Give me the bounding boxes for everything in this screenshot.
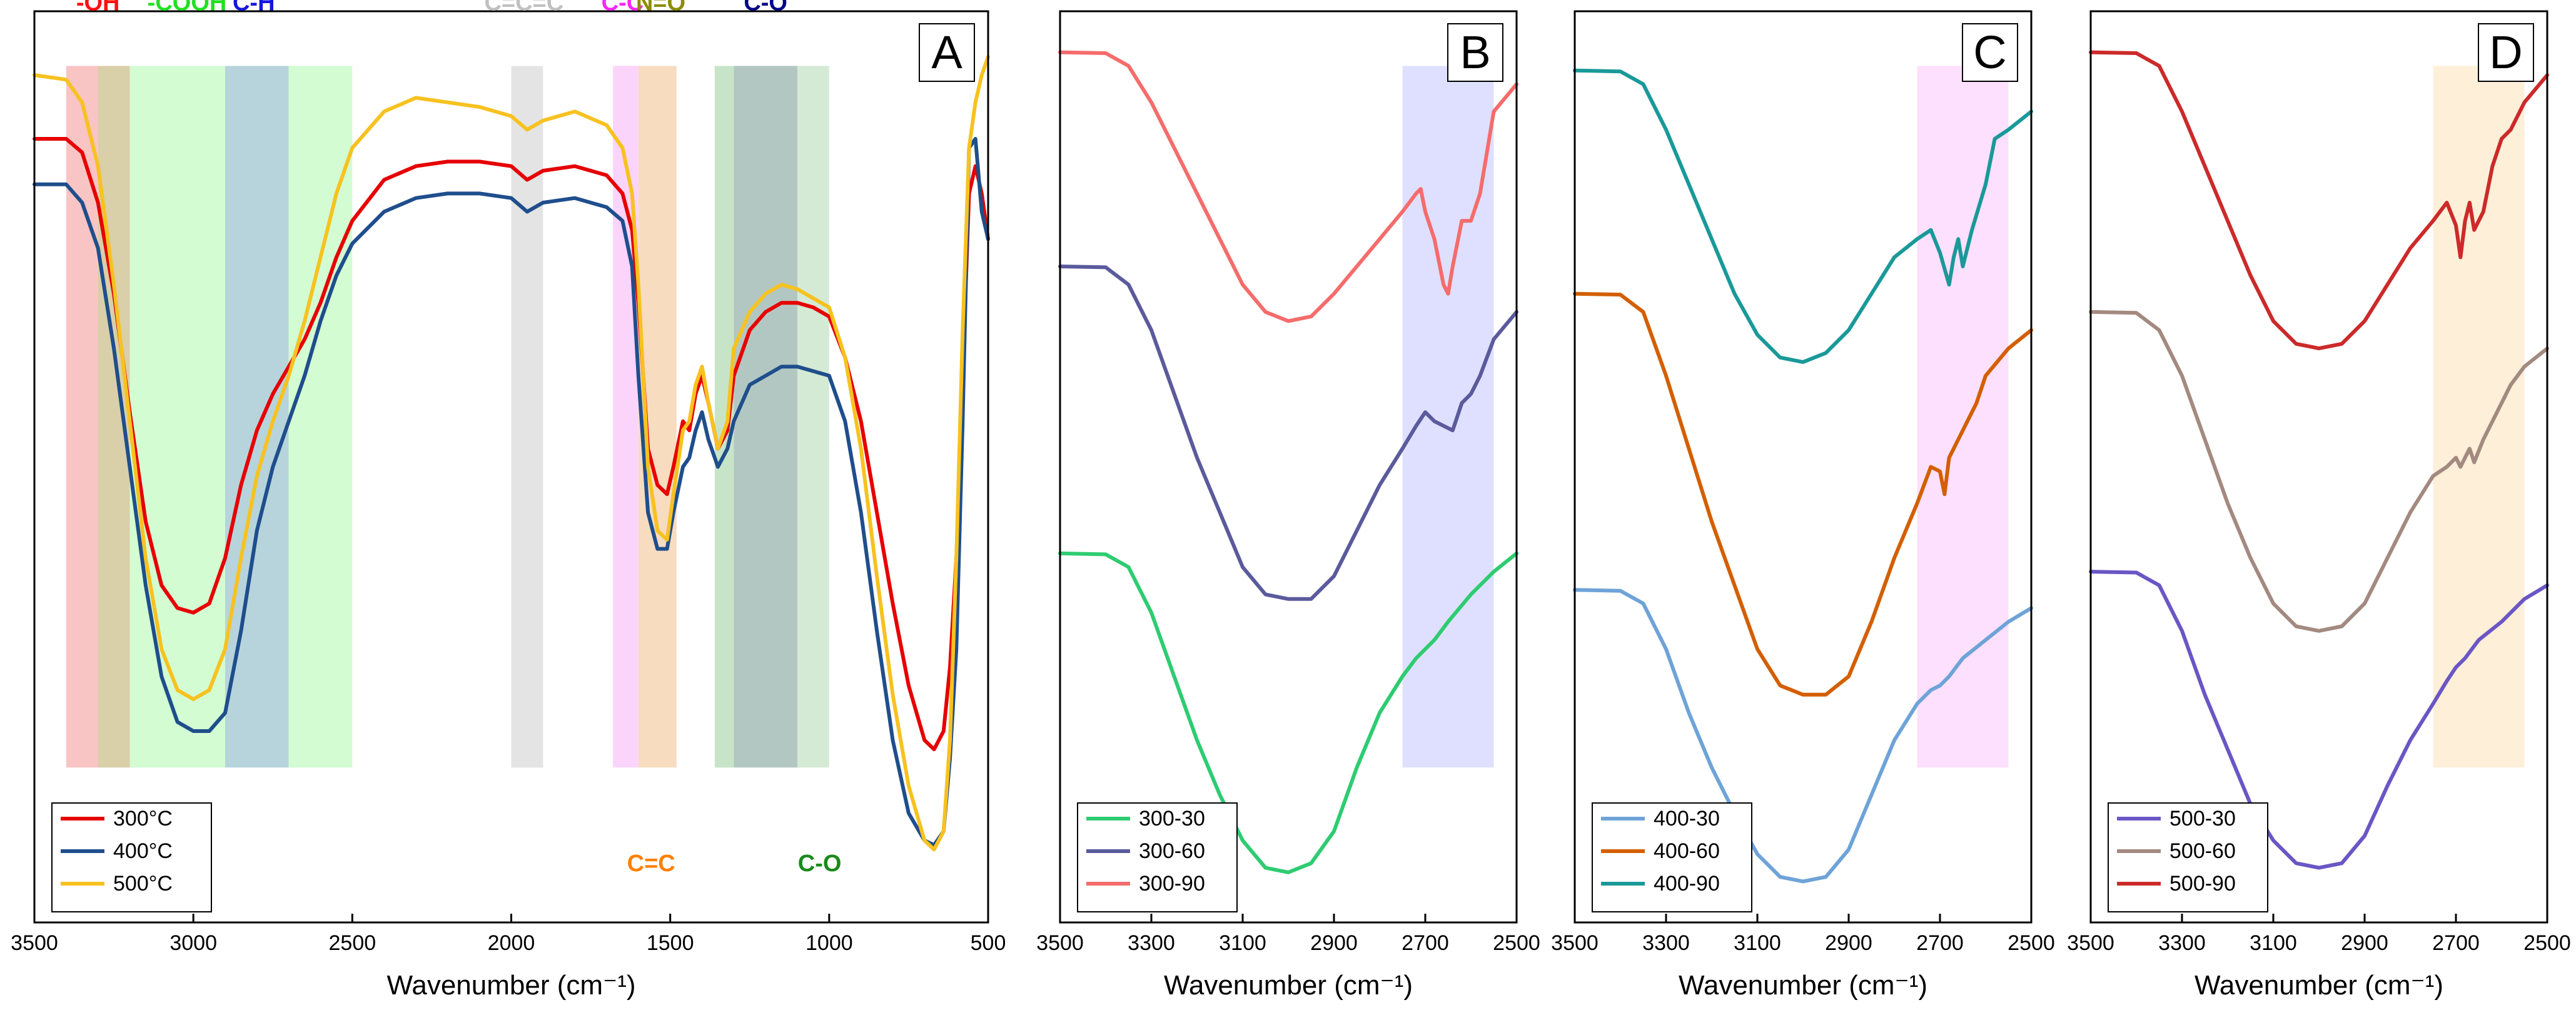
highlight-band <box>734 66 797 768</box>
highlight-band <box>98 66 130 768</box>
panel-label: A <box>931 26 962 78</box>
group-label: C=C <box>627 851 675 877</box>
plot-frame <box>1059 10 1518 924</box>
group-label: C-H <box>233 0 275 16</box>
legend-entry: 400-90 <box>1654 872 1720 896</box>
x-tick-label: 2900 <box>1825 931 1872 955</box>
series-line-400-90 <box>1573 68 2033 364</box>
panel-a: 3500 3000 2500 2000 1500 1000 500 Wavenumber (c… <box>11 0 1006 1001</box>
x-tick-label: 2500 <box>2008 931 2055 955</box>
legend-entry: 400°C <box>113 839 173 863</box>
legend-entry: 500-90 <box>2169 872 2236 896</box>
series-line-500°C <box>33 54 990 852</box>
x-tick-label: 1500 <box>647 931 694 955</box>
legend-box <box>51 802 212 912</box>
x-tick-label: 3500 <box>1036 931 1084 955</box>
series-line-400-60 <box>1573 291 2033 697</box>
x-tick-label: 3100 <box>1219 931 1266 955</box>
highlight-band <box>511 66 543 768</box>
series-line-500-90 <box>2089 50 2549 351</box>
x-axis-label: Wavenumber (cm⁻¹) <box>1679 970 1927 1001</box>
highlight-band <box>714 66 734 768</box>
highlight-band <box>129 66 225 768</box>
x-tick-label: 3100 <box>1734 931 1781 955</box>
panel-label-box <box>2478 23 2534 82</box>
x-tick-label: 3000 <box>169 931 217 955</box>
legend-entry: 300-90 <box>1139 872 1205 896</box>
series-line-300-30 <box>1058 551 1518 874</box>
highlight-band <box>797 66 829 768</box>
x-tick-label: 2900 <box>1310 931 1358 955</box>
group-label: C=C=C <box>484 0 563 16</box>
legend-box <box>1077 802 1238 912</box>
panel-label-box <box>1962 23 2018 82</box>
legend-entry: 300°C <box>113 807 173 831</box>
x-tick-label: 3300 <box>2158 931 2206 955</box>
legend-entry: 500-60 <box>2169 839 2236 863</box>
x-tick-label: 500 <box>971 931 1006 955</box>
group-label: -COOH <box>148 0 227 16</box>
x-tick-label: 3500 <box>11 931 58 955</box>
x-tick-label: 3500 <box>1551 931 1599 955</box>
panel-label: B <box>1460 26 1490 78</box>
x-tick-label: 2500 <box>2523 931 2571 955</box>
x-tick-label: 2700 <box>1402 931 1449 955</box>
series-line-400-30 <box>1573 588 2033 884</box>
legend-entry: 400-30 <box>1654 807 1720 831</box>
x-axis-label: Wavenumber (cm⁻¹) <box>386 970 635 1001</box>
series-line-500-60 <box>2089 310 2549 633</box>
highlight-band <box>2433 66 2525 768</box>
panel-label: D <box>2489 26 2522 78</box>
x-axis-label: Wavenumber (cm⁻¹) <box>2195 970 2443 1001</box>
series-line-300-60 <box>1058 265 1518 601</box>
group-label: N=O <box>636 0 685 16</box>
plot-frame <box>1573 10 2033 924</box>
panel-label: C <box>1973 26 2006 78</box>
group-label: C-O <box>798 851 842 877</box>
highlight-band <box>613 66 639 768</box>
panel-label-box <box>1447 23 1503 82</box>
x-tick-label: 3300 <box>1642 931 1690 955</box>
series-line-300-90 <box>1058 50 1518 323</box>
x-tick-label: 2700 <box>1916 931 1964 955</box>
legend-entry: 500°C <box>113 872 173 896</box>
x-axis-label: Wavenumber (cm⁻¹) <box>1164 970 1413 1001</box>
x-tick-label: 3100 <box>2250 931 2297 955</box>
x-tick-label: 2000 <box>488 931 535 955</box>
group-label: C-O <box>744 0 787 16</box>
legend-entry: 500-30 <box>2169 807 2236 831</box>
highlight-band <box>1917 66 2009 768</box>
legend-box <box>1592 802 1752 912</box>
legend-entry: 300-30 <box>1139 807 1205 831</box>
legend-entry: 300-60 <box>1139 839 1205 863</box>
x-tick-label: 3500 <box>2067 931 2114 955</box>
x-tick-label: 2500 <box>329 931 376 955</box>
series-line-400°C <box>33 137 990 847</box>
panel-b: 3500 3300 3100 2900 2700 2500 Wavenumber (cm⁻¹… <box>1036 10 1540 1001</box>
group-label: -OH <box>76 0 120 16</box>
x-tick-label: 1000 <box>806 931 853 955</box>
legend-box <box>2108 802 2268 912</box>
legend-entry: 400-60 <box>1654 839 1720 863</box>
highlight-band <box>66 66 98 768</box>
panel-c: 3500 3300 3100 2900 2700 2500 Wavenumber (cm⁻¹… <box>1551 10 2055 1001</box>
x-tick-label: 2500 <box>1493 931 1540 955</box>
highlight-band <box>1402 66 1494 768</box>
x-tick-label: 3300 <box>1128 931 1175 955</box>
x-tick-label: 2700 <box>2432 931 2480 955</box>
panel-label-box <box>919 23 975 82</box>
x-tick-label: 2900 <box>2341 931 2388 955</box>
group-label: C-C <box>602 0 644 16</box>
plot-frame <box>2089 10 2548 924</box>
panel-d: 3500 3300 3100 2900 2700 2500 Wavenumber (cm⁻¹… <box>2067 10 2571 1001</box>
series-line-500-30 <box>2089 570 2549 870</box>
